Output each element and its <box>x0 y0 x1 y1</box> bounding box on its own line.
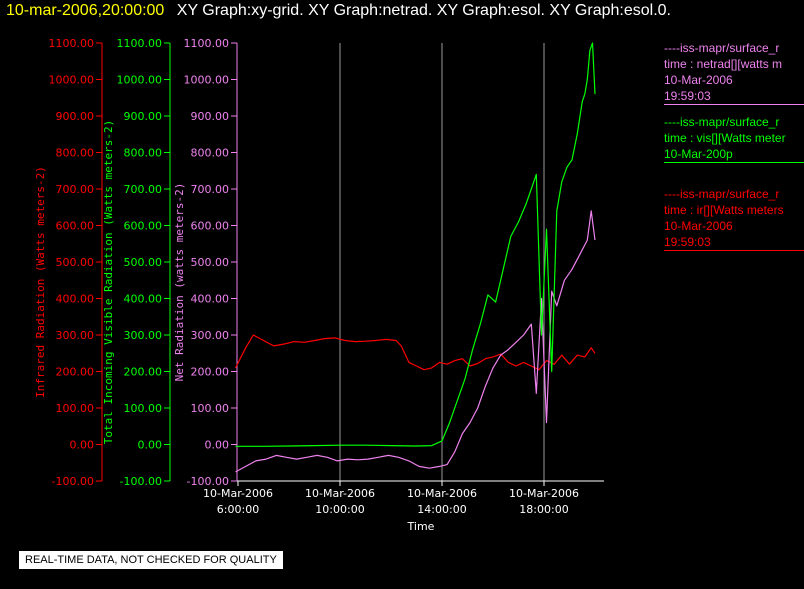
y-tick-label: 0.00 <box>70 439 95 452</box>
y-tick-label: 1000.00 <box>117 74 163 87</box>
y-tick-label: 800.00 <box>56 147 95 160</box>
y-tick-label: 300.00 <box>191 329 230 342</box>
x-tick-label-time: 10:00:00 <box>315 503 364 516</box>
y-tick-label: 700.00 <box>56 183 95 196</box>
legend-source: ----iss-mapr/surface_r <box>664 115 780 129</box>
y-tick-label: 600.00 <box>56 220 95 233</box>
y-tick-label: 200.00 <box>191 366 230 379</box>
y-tick-label: 600.00 <box>191 220 230 233</box>
legend-variable: time : netrad[][watts m <box>664 57 783 71</box>
y-tick-label: 1000.00 <box>184 74 230 87</box>
y-tick-label: 1100.00 <box>49 37 95 50</box>
y-tick-label: 0.00 <box>138 439 163 452</box>
x-tick-label-time: 14:00:00 <box>417 503 466 516</box>
y-axis-title: Total Incoming Visible Radiation (Watts … <box>102 120 115 445</box>
legend-variable: time : vis[][Watts meter <box>664 131 786 145</box>
y-axis-title: Infrared Radiation (Watts meters-2) <box>34 166 47 398</box>
x-tick-label-date: 10-Mar-2006 <box>305 487 375 500</box>
y-tick-label: 200.00 <box>56 366 95 379</box>
y-tick-label: 200.00 <box>124 366 163 379</box>
x-axis-title: Time <box>407 520 435 533</box>
y-tick-label: 700.00 <box>124 183 163 196</box>
legend-source: ----iss-mapr/surface_r <box>664 41 780 55</box>
y-tick-label: 400.00 <box>124 293 163 306</box>
x-tick-label-date: 10-Mar-2006 <box>509 487 579 500</box>
y-axis-title: Net Radiation (watts meters-2) <box>173 183 186 382</box>
series-line <box>235 210 596 473</box>
y-tick-label: -100.00 <box>187 475 229 488</box>
legend-time: 19:59:03 <box>664 234 804 251</box>
y-tick-label: 1100.00 <box>184 37 230 50</box>
y-tick-label: 100.00 <box>191 402 230 415</box>
legend-date: 10-Mar-2006 <box>664 73 733 87</box>
y-tick-label: 1000.00 <box>49 74 95 87</box>
y-tick-label: 900.00 <box>191 110 230 123</box>
y-tick-label: 300.00 <box>56 329 95 342</box>
y-tick-label: 900.00 <box>124 110 163 123</box>
y-tick-label: 900.00 <box>56 110 95 123</box>
y-tick-label: 600.00 <box>124 220 163 233</box>
x-tick-label-date: 10-Mar-2006 <box>203 487 273 500</box>
legend-source: ----iss-mapr/surface_r <box>664 187 780 201</box>
legend-date: 10-Mar-200p <box>664 146 804 163</box>
quality-notice: REAL-TIME DATA, NOT CHECKED FOR QUALITY <box>19 551 283 569</box>
graph-header: 10-mar-2006,20:00:00 XY Graph:xy-grid. X… <box>6 2 671 20</box>
y-tick-label: 500.00 <box>124 256 163 269</box>
y-tick-label: 400.00 <box>191 293 230 306</box>
y-tick-label: 300.00 <box>124 329 163 342</box>
legend-variable: time : ir[][Watts meters <box>664 203 784 217</box>
y-tick-label: 500.00 <box>56 256 95 269</box>
y-tick-label: 100.00 <box>56 402 95 415</box>
x-tick-label-time: 18:00:00 <box>519 503 568 516</box>
y-tick-label: 800.00 <box>124 147 163 160</box>
x-tick-label-time: 6:00:00 <box>217 503 259 516</box>
header-graph-names: XY Graph:xy-grid. XY Graph:netrad. XY Gr… <box>176 2 671 19</box>
legend-date: 10-Mar-2006 <box>664 219 733 233</box>
y-tick-label: 400.00 <box>56 293 95 306</box>
header-timestamp: 10-mar-2006,20:00:00 <box>6 2 165 19</box>
legend-time: 19:59:03 <box>664 88 804 105</box>
y-tick-label: 100.00 <box>124 402 163 415</box>
y-tick-label: 700.00 <box>191 183 230 196</box>
y-tick-label: 800.00 <box>191 147 230 160</box>
y-tick-label: -100.00 <box>120 475 162 488</box>
x-tick-label-date: 10-Mar-2006 <box>407 487 477 500</box>
y-tick-label: 500.00 <box>191 256 230 269</box>
y-tick-label: -100.00 <box>52 475 94 488</box>
y-tick-label: 1100.00 <box>117 37 163 50</box>
y-tick-label: 0.00 <box>205 439 230 452</box>
series-line <box>235 42 596 447</box>
series-line <box>234 334 596 371</box>
